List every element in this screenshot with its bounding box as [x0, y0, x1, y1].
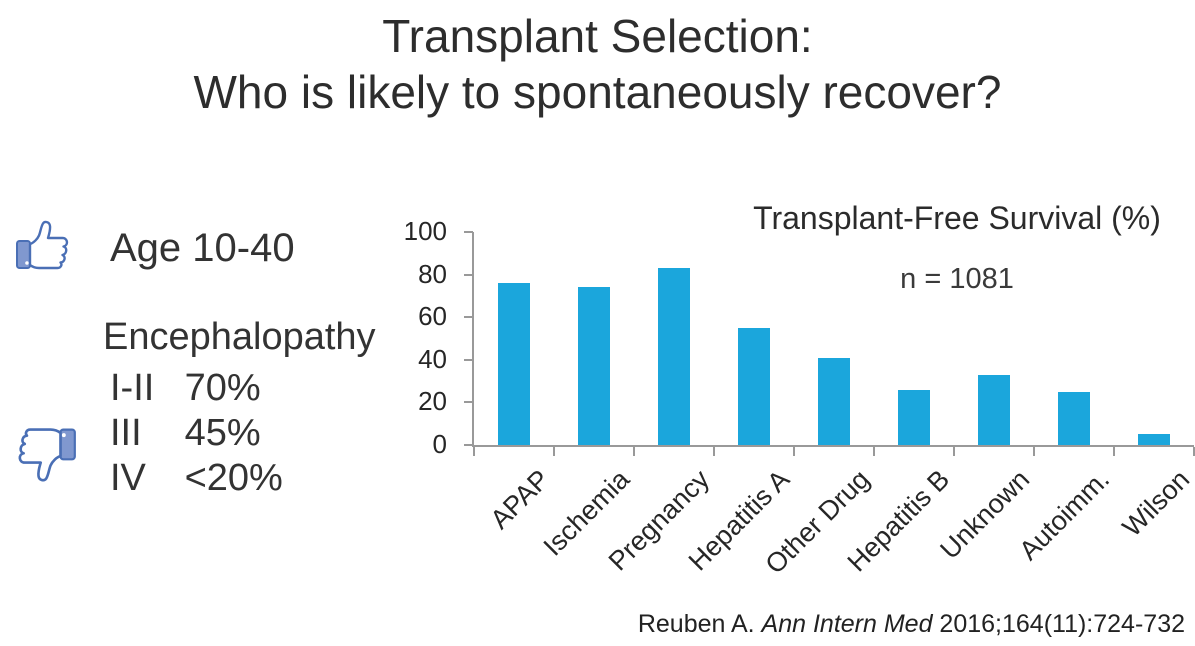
bar-autoimm- [1058, 392, 1090, 445]
y-axis-label: 80 [418, 258, 447, 289]
grade-label: I-II [110, 367, 155, 409]
citation: Reuben A. Ann Intern Med 2016;164(11):72… [638, 610, 1185, 639]
citation-author: Reuben A. [637, 610, 762, 638]
y-axis-label: 0 [432, 429, 447, 459]
citation-ref: 2016;164(11):724-732 [932, 610, 1185, 638]
x-axis-label: Hepatitis B [841, 464, 956, 578]
bar-ischemia [578, 287, 610, 445]
encephalopathy-row-3: IV <20% [110, 456, 283, 501]
y-axis-label: 100 [403, 216, 447, 246]
x-axis-label: Other Drug [759, 464, 876, 580]
x-axis-tick [1033, 447, 1035, 456]
x-axis-label: Hepatitis A [682, 464, 796, 577]
bar-wilson [1138, 434, 1170, 445]
x-axis-tick [873, 447, 875, 456]
x-axis-label: Wilson [1116, 464, 1195, 543]
slide-title-line2: Who is likely to spontaneously recover? [193, 66, 1002, 118]
x-axis-tick [633, 447, 635, 456]
bar-unknown [978, 375, 1010, 445]
chart-sample-size: n = 1081 [900, 263, 1014, 295]
grade-label: III [110, 412, 142, 454]
x-axis-label: Unknown [934, 464, 1036, 565]
x-axis-tick [1113, 447, 1115, 456]
grade-label: IV [110, 457, 146, 499]
x-axis-label: APAP [484, 464, 556, 535]
x-axis-tick [953, 447, 955, 456]
grade-value: 70% [184, 367, 261, 409]
bar-apap [498, 283, 530, 445]
x-axis-label: Autoimm. [1013, 464, 1116, 566]
x-axis-tick [473, 447, 475, 456]
x-axis-tick [713, 447, 715, 456]
chart-title: Transplant-Free Survival (%) [753, 200, 1161, 236]
grade-value: 45% [184, 412, 261, 454]
bar-pregnancy [658, 268, 690, 445]
grade-value: <20% [184, 457, 283, 499]
citation-journal: Ann Intern Med [761, 610, 933, 638]
slide-title-line1: Transplant Selection: [382, 10, 813, 62]
bar-other-drug [818, 358, 850, 445]
slide-title: Transplant Selection: Who is likely to s… [0, 8, 1195, 120]
x-axis-tick [793, 447, 795, 456]
encephalopathy-list: I-II 70% III 45% IV <20% [110, 366, 283, 501]
y-axis-label: 20 [418, 386, 447, 417]
x-axis-tick [553, 447, 555, 456]
favorable-age-label: Age 10-40 [110, 226, 295, 270]
encephalopathy-heading: Encephalopathy [103, 316, 376, 358]
x-axis-label: Ischemia [537, 464, 636, 562]
encephalopathy-row-2: III 45% [110, 411, 283, 456]
encephalopathy-row-1: I-II 70% [110, 366, 283, 411]
thumbs-down-icon [11, 425, 77, 487]
bar-hepatitis-a [738, 328, 770, 445]
thumbs-up-icon [15, 215, 75, 273]
bar-hepatitis-b [898, 390, 930, 445]
x-axis-label: Pregnancy [602, 464, 716, 577]
bar-chart-plot-area [472, 232, 1194, 447]
